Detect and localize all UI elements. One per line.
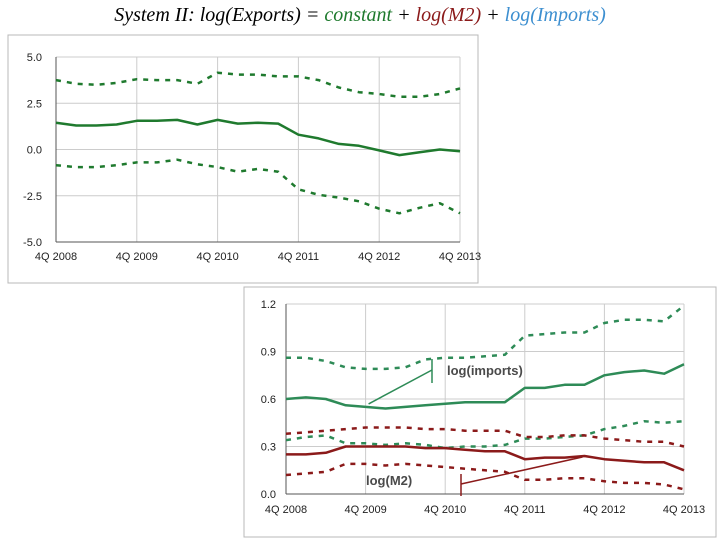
figure-title: System II: log(Exports) = constant + log… [0,4,720,27]
imports-annotation-label: log(imports) [447,363,523,378]
chart2-y-tick-label: 0.3 [261,442,276,454]
chart1-x-tick-label: 4Q 2009 [116,251,158,263]
title-prefix: System II: log(Exports) = [114,4,325,26]
chart1-y-tick-label: 5.0 [27,52,42,64]
title-plus-1: + [392,4,416,26]
chart2-log-m2-estimate-line [286,445,685,472]
chart2-x-tick-label: 4Q 2009 [344,504,386,516]
chart1-x-tick-label: 4Q 2010 [196,251,238,263]
chart1-y-tick-label: -2.5 [23,191,42,203]
title-imports: log(Imports) [504,4,606,26]
chart2-x-tick-label: 4Q 2013 [663,504,705,516]
chart2-y-tick-label: 0.9 [261,347,276,359]
chart2-log-imports-lower-line [285,419,685,450]
chart2-x-tick-label: 4Q 2010 [424,504,466,516]
chart2-panel-frame [243,286,717,538]
chart1-constant-estimate-line [55,118,461,157]
chart1-x-tick-label: 4Q 2008 [35,251,77,263]
chart1-y-tick-label: 2.5 [27,98,42,110]
chart1-panel-frame [7,34,479,284]
chart2-log-m2-upper-line [285,426,685,448]
imports-annotation-pointer [368,369,433,405]
chart2-y-tick-label: 0.0 [261,489,276,501]
chart2-log-imports-upper-line [286,304,685,371]
title-m2: log(M2) [415,4,482,26]
chart2-y-tick-label: 0.6 [261,394,276,406]
chart1-x-tick-label: 4Q 2013 [439,251,481,263]
chart1-y-tick-label: 0.0 [27,145,42,157]
m2-annotation-pointer [460,456,583,485]
chart1-constant-lower-line [55,158,461,215]
title-constant: constant [324,4,393,26]
m2-annotation-label: log(M2) [366,473,412,488]
chart2-x-tick-label: 4Q 2011 [504,504,545,516]
chart2-x-tick-label: 4Q 2008 [265,504,307,516]
chart1-constant-upper-line [55,71,461,99]
chart2-x-tick-label: 4Q 2012 [583,504,625,516]
chart2-y-tick-label: 1.2 [261,299,276,311]
chart1-y-tick-label: -5.0 [23,237,42,249]
chart2-log-m2-lower-line [285,462,685,491]
chart1-x-tick-label: 4Q 2011 [278,251,319,263]
title-plus-2: + [481,4,505,26]
chart1-x-tick-label: 4Q 2012 [358,251,400,263]
chart2-log-imports-estimate-line [285,363,685,410]
